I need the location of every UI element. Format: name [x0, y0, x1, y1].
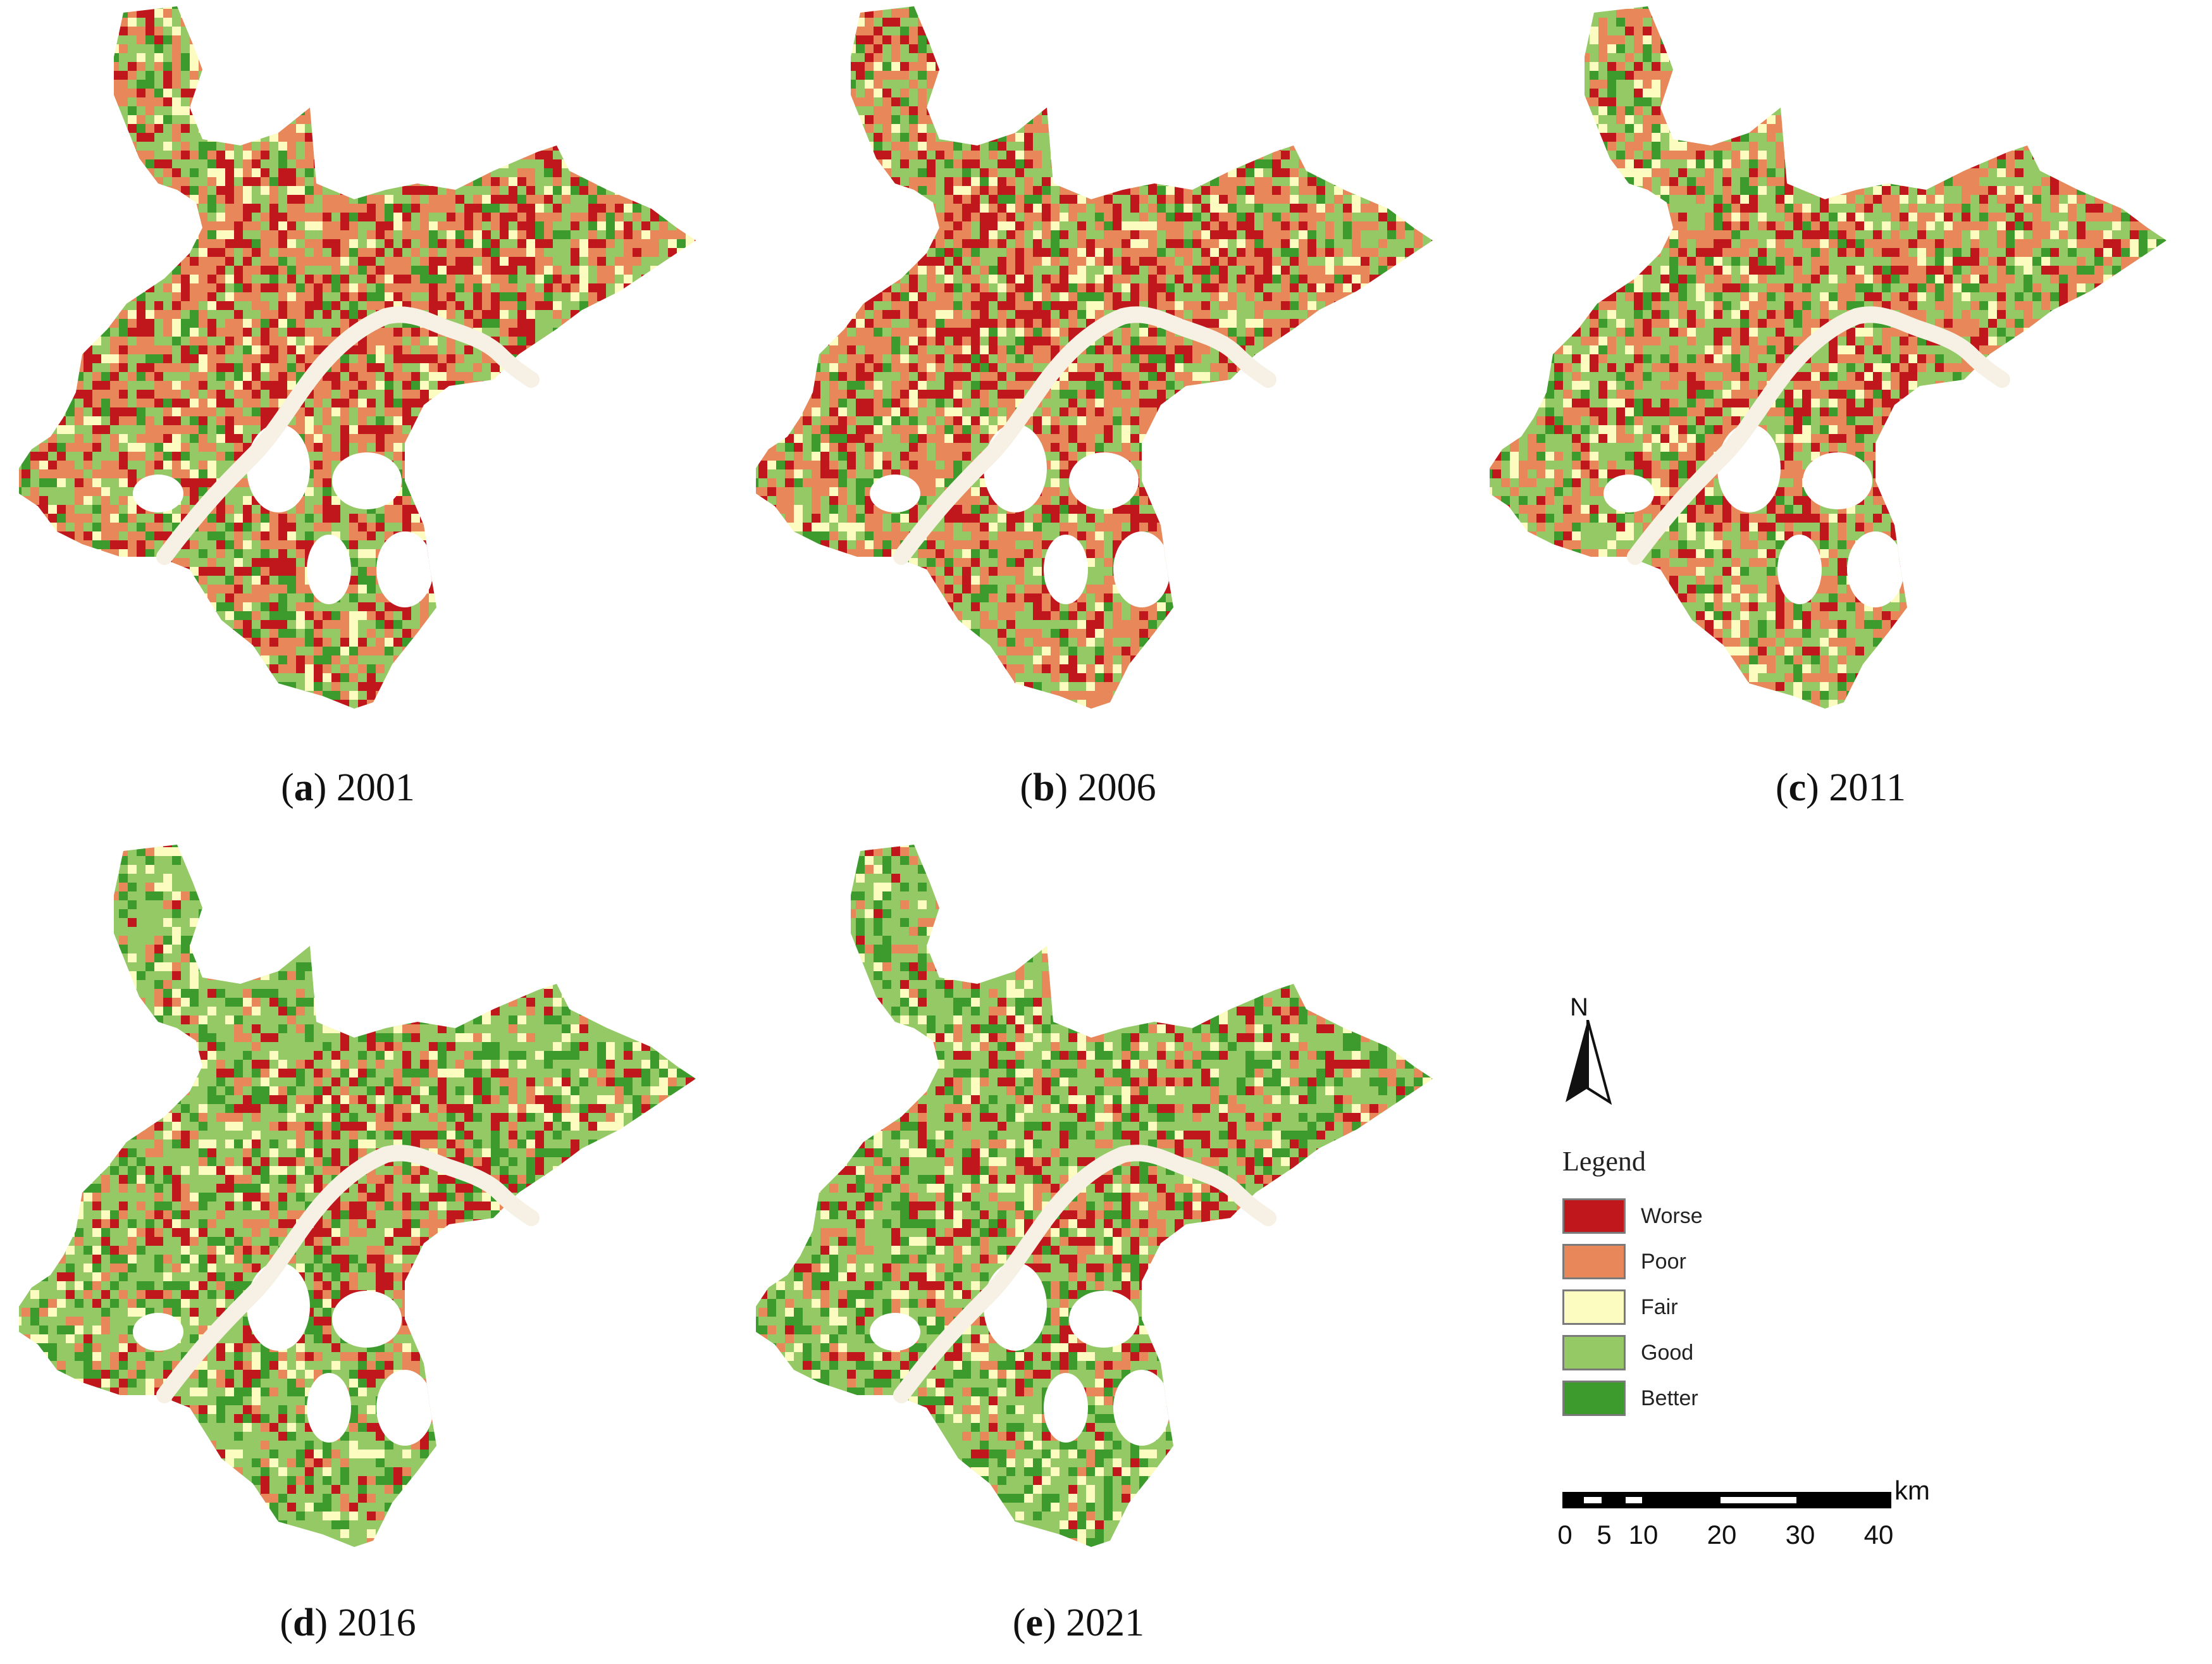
map-2016 — [19, 845, 696, 1547]
legend-swatch — [1562, 1289, 1626, 1325]
map-panel-2001 — [13, 0, 727, 734]
legend-block: N Legend Worse Poor Fair Good Better km … — [1557, 993, 2002, 1563]
caption-2001: (a) 2001 — [215, 766, 481, 810]
lake-patch — [1069, 1291, 1139, 1348]
scale-tick: 30 — [1786, 1520, 1815, 1550]
lake-patch — [1777, 535, 1822, 604]
caption-year: 2011 — [1829, 766, 1906, 809]
legend-title: Legend — [1562, 1145, 1646, 1177]
ecological-quality-raster — [756, 845, 1433, 1547]
caption-year: 2006 — [1078, 766, 1156, 809]
river — [893, 1145, 1276, 1403]
map-2011 — [1490, 6, 2166, 709]
map-2021 — [756, 845, 1433, 1547]
caption-2006: (b) 2006 — [955, 766, 1221, 810]
legend-item-better: Better — [1562, 1379, 1698, 1417]
scale-tick: 0 — [1557, 1520, 1572, 1550]
north-arrow-icon — [1566, 1020, 1612, 1105]
legend-item-good: Good — [1562, 1334, 1693, 1372]
caption-2021: (e) 2021 — [946, 1601, 1211, 1646]
river — [1627, 306, 2010, 565]
caption-year: 2021 — [1066, 1601, 1144, 1644]
scale-unit: km — [1894, 1475, 1930, 1506]
caption-letter: a — [294, 766, 314, 809]
legend-item-fair: Fair — [1562, 1288, 1678, 1326]
lake-patch — [133, 1313, 183, 1351]
caption-year: 2016 — [338, 1601, 416, 1644]
caption-2016: (d) 2016 — [215, 1601, 481, 1646]
lake-patch — [332, 1291, 402, 1348]
legend-swatch — [1562, 1244, 1626, 1279]
map-2001 — [19, 6, 696, 709]
scale-tick: 40 — [1864, 1520, 1894, 1550]
legend-label: Fair — [1641, 1295, 1678, 1320]
caption-letter: b — [1033, 766, 1054, 809]
lake-patch — [1044, 1373, 1088, 1443]
north-label: N — [1570, 993, 1588, 1022]
lake-patch — [870, 1313, 920, 1351]
lake-patch — [1069, 452, 1139, 509]
lake-patch — [1044, 535, 1088, 604]
lake-patch — [1803, 452, 1872, 509]
scale-bar: km 0 5 10 20 30 40 — [1557, 1475, 1955, 1563]
lake-patch — [307, 1373, 351, 1443]
lake-patch — [376, 531, 433, 607]
lake-patch — [1603, 475, 1654, 512]
scale-tick: 5 — [1597, 1520, 1611, 1550]
river — [156, 306, 540, 565]
scale-tick: 20 — [1707, 1520, 1737, 1550]
map-panel-2011 — [1483, 0, 2198, 734]
legend-swatch — [1562, 1335, 1626, 1370]
ecological-quality-raster — [1490, 6, 2166, 709]
lake-patch — [376, 1370, 433, 1446]
lake-patch — [1113, 531, 1170, 607]
caption-year: 2001 — [337, 766, 415, 809]
lake-patch — [332, 452, 402, 509]
map-panel-2016 — [13, 838, 727, 1572]
north-arrow: N — [1562, 993, 1613, 1107]
caption-letter: d — [293, 1601, 314, 1644]
legend-swatch — [1562, 1381, 1626, 1416]
lake-patch — [1847, 531, 1904, 607]
ecological-quality-raster — [756, 6, 1433, 709]
map-panel-2006 — [750, 0, 1464, 734]
legend-label: Poor — [1641, 1250, 1686, 1274]
scale-tick: 10 — [1629, 1520, 1659, 1550]
lake-patch — [870, 475, 920, 512]
legend-swatch — [1562, 1198, 1626, 1234]
legend-label: Better — [1641, 1386, 1698, 1411]
lake-patch — [1113, 1370, 1170, 1446]
caption-letter: e — [1025, 1601, 1043, 1644]
lake-patch — [133, 475, 183, 512]
legend-item-poor: Poor — [1562, 1243, 1686, 1281]
river — [156, 1145, 540, 1403]
caption-2011: (c) 2011 — [1708, 766, 1974, 810]
river — [893, 306, 1276, 565]
map-panel-2021 — [750, 838, 1464, 1572]
caption-letter: c — [1789, 766, 1807, 809]
lake-patch — [307, 535, 351, 604]
legend-label: Worse — [1641, 1204, 1703, 1229]
legend-label: Good — [1641, 1341, 1693, 1365]
map-2006 — [756, 6, 1433, 709]
scale-bar-graphic — [1562, 1492, 1891, 1508]
legend-item-worse: Worse — [1562, 1197, 1703, 1235]
ecological-quality-raster — [19, 845, 696, 1547]
ecological-quality-raster — [19, 6, 696, 709]
